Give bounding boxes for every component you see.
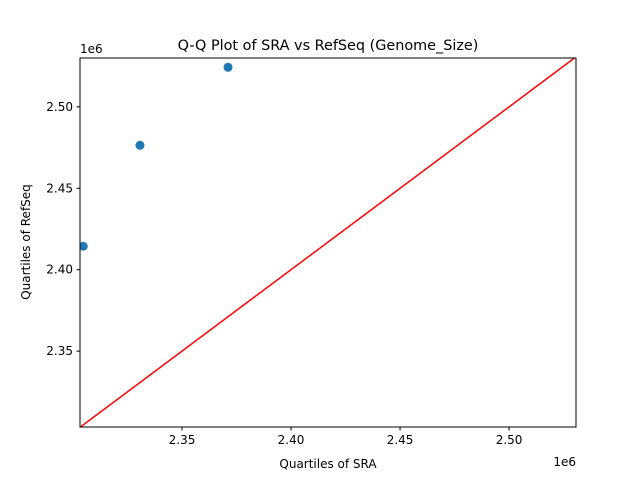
x-tick-label: 2.35 bbox=[169, 433, 196, 447]
y-axis-label: Quartiles of RefSeq bbox=[19, 184, 33, 300]
x-tick-label: 2.40 bbox=[278, 433, 305, 447]
y-tick-label: 2.40 bbox=[46, 263, 73, 277]
data-point bbox=[80, 241, 88, 251]
reference-line bbox=[80, 58, 576, 427]
chart-title: Q-Q Plot of SRA vs RefSeq (Genome_Size) bbox=[178, 38, 479, 54]
y-tick-label: 2.35 bbox=[46, 344, 73, 358]
x-axis-label: Quartiles of SRA bbox=[279, 457, 377, 471]
y-tick-label: 2.50 bbox=[46, 100, 73, 114]
axes-frame bbox=[79, 57, 577, 428]
data-point bbox=[135, 140, 145, 150]
y-offset-label: 1e6 bbox=[80, 42, 103, 56]
x-tick-label: 2.45 bbox=[387, 433, 414, 447]
x-tick-label: 2.50 bbox=[496, 433, 523, 447]
x-offset-label: 1e6 bbox=[553, 455, 576, 469]
y-tick-label: 2.45 bbox=[46, 181, 73, 195]
data-point bbox=[223, 62, 233, 72]
